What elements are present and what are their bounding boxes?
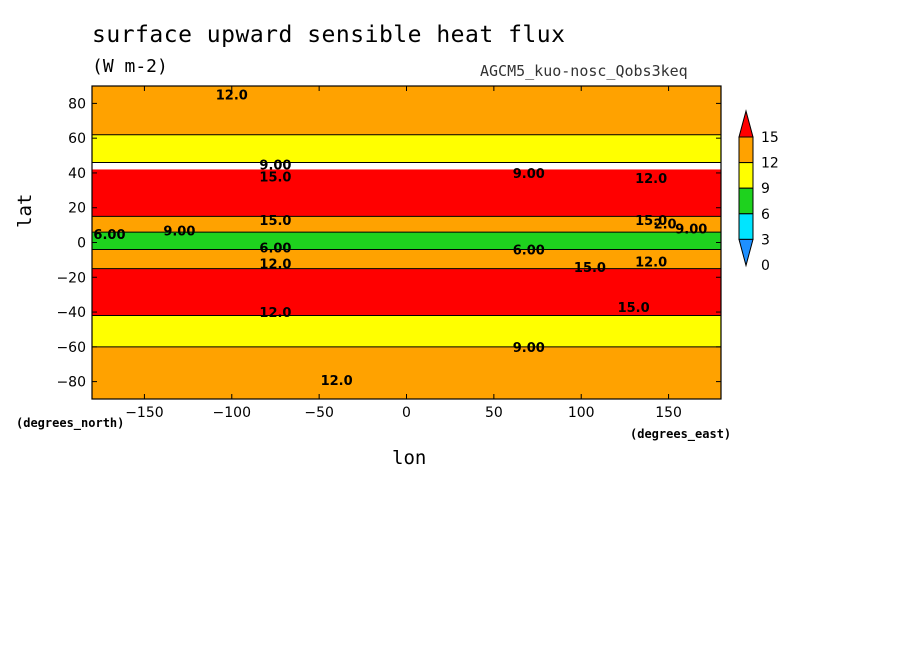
x-tick-label: 100 <box>568 405 595 421</box>
colorbar-label: 0 <box>761 258 770 274</box>
y-tick-label: −80 <box>56 375 86 391</box>
y-tick-label: −20 <box>56 270 86 286</box>
contour-label: 15.0 <box>259 214 291 229</box>
x-tick-label: 50 <box>485 405 503 421</box>
heat-band-6 <box>92 268 721 316</box>
x-tick-label: −50 <box>304 405 334 421</box>
x-tick-label: −100 <box>213 405 251 421</box>
x-axis-units: (degrees_east) <box>630 427 732 441</box>
chart-units: (W m-2) <box>92 56 168 77</box>
colorbar-segment <box>738 162 754 189</box>
colorbar-min-arrow <box>738 238 754 268</box>
y-tick-label: 40 <box>68 166 86 182</box>
colorbar-label: 12 <box>761 156 779 172</box>
contour-label: 12.0 <box>259 257 291 272</box>
colorbar-label: 3 <box>761 232 770 248</box>
colorbar-label: 9 <box>761 181 770 197</box>
y-tick-label: 0 <box>77 236 86 252</box>
contour-label: 12.0 <box>216 89 248 104</box>
heat-band-8 <box>92 346 721 399</box>
contour-label: 6.00 <box>259 242 291 257</box>
chart-source: AGCM5_kuo-nosc_Qobs3keq <box>480 62 688 80</box>
x-tick-label: −150 <box>125 405 163 421</box>
y-axis-units: (degrees_north) <box>16 416 125 430</box>
contour-label: 9.00 <box>513 167 545 182</box>
y-tick-label: −60 <box>56 340 86 356</box>
contour-label: 12.0 <box>321 374 353 389</box>
chart-title: surface upward sensible heat flux <box>92 22 566 48</box>
contour-label: 2.0 <box>654 217 677 232</box>
colorbar-segment <box>738 213 754 240</box>
colorbar-segment <box>738 136 754 164</box>
contour-label: 9.00 <box>513 341 545 356</box>
y-tick-label: 20 <box>68 201 86 217</box>
heat-band-2 <box>92 169 721 217</box>
x-tick-label: 150 <box>655 405 682 421</box>
x-axis-label: lon <box>392 447 427 469</box>
contour-label: 12.0 <box>635 172 667 187</box>
contour-label: 15.0 <box>635 214 667 229</box>
heat-band-7 <box>92 315 721 347</box>
heat-band-4 <box>92 232 721 250</box>
contour-label: 6.00 <box>513 243 545 258</box>
y-tick-label: −40 <box>56 305 86 321</box>
heat-band-5 <box>92 249 721 269</box>
colorbar-label: 15 <box>761 130 779 146</box>
contour-label: 15.0 <box>574 261 606 276</box>
x-tick-label: 0 <box>402 405 411 421</box>
contour-label: 6.00 <box>93 228 125 243</box>
y-tick-label: 60 <box>68 131 86 147</box>
contour-label: 9.00 <box>675 223 707 238</box>
colorbar-label: 6 <box>761 207 770 223</box>
heat-band-3 <box>92 216 721 233</box>
contour-label: 15.0 <box>618 301 650 316</box>
y-tick-label: 80 <box>68 96 86 112</box>
heat-band-1 <box>92 134 721 163</box>
colorbar-segment <box>738 187 754 215</box>
contour-label: 9.00 <box>259 158 291 173</box>
contour-label: 9.00 <box>163 224 195 239</box>
contour-label: 12.0 <box>635 256 667 271</box>
contour-label: 12.0 <box>259 306 291 321</box>
colorbar-max-arrow <box>738 109 754 138</box>
heat-band-0 <box>92 86 721 135</box>
contour-label: 15.0 <box>259 170 291 185</box>
